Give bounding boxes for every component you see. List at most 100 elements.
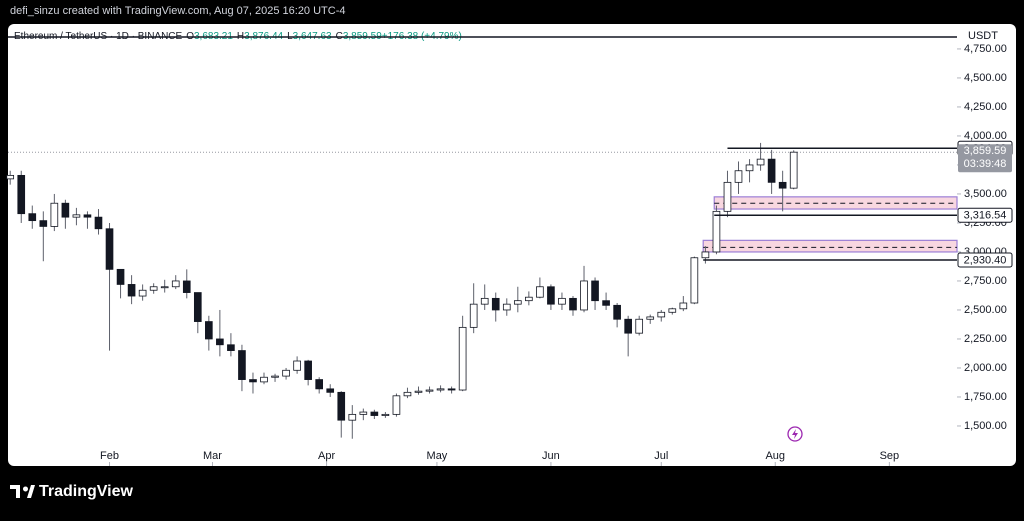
candle-body [403,391,412,397]
candle-body [624,318,632,334]
candle-body [61,202,70,218]
level-label: 2,930.40 [964,254,1007,266]
candle-body [513,300,522,305]
y-tick-label: 1,750.00 [964,391,1007,403]
last-price-label: 3,859.59 [964,145,1007,157]
y-tick-label: 2,250.00 [964,333,1007,345]
candle-body [679,302,688,310]
candle-body [282,369,290,377]
y-tick-label: 2,000.00 [964,362,1007,374]
candle-body [337,391,346,421]
axis-unit: USDT [968,30,998,42]
candle-body [767,158,776,183]
y-tick-label: 2,750.00 [964,275,1007,287]
candle-body [50,202,59,227]
candle-body [425,389,434,392]
legend-value: 3,647.63 [293,31,332,42]
x-tick-label: Jun [542,450,560,462]
countdown-label: 03:39:48 [964,158,1007,170]
x-tick-label: May [427,450,448,462]
candle-body [94,216,103,230]
candle-body [502,303,511,311]
legend-key: O [186,31,194,42]
candle-body [17,174,26,215]
candle-body [249,379,257,383]
y-tick-label: 4,250.00 [964,101,1007,113]
candle-body [348,413,357,421]
x-tick-label: Sep [880,450,900,462]
x-tick-label: Feb [100,450,119,462]
zone [702,239,958,253]
legend-key: L [287,31,293,42]
candle-body [789,151,798,189]
legend-bg [11,29,481,42]
candle-body [723,181,732,212]
level-label: 3,316.54 [964,210,1007,222]
candle-body [602,300,610,306]
candle-body [690,257,699,304]
y-tick-label: 4,500.00 [964,72,1007,84]
y-tick-label: 3,000.00 [964,246,1007,258]
legend-value: 3,859.59 [343,31,382,42]
candle-body [182,280,191,293]
candle-body [414,390,423,393]
candle-body [525,296,533,302]
y-tick-label: 2,500.00 [964,304,1007,316]
legend-value: 3,683.21 [194,31,233,42]
candle-body [315,379,324,390]
candle-body [127,284,136,297]
candle-body [271,375,279,378]
x-tick-label: Jul [654,450,668,462]
candle-body [28,213,37,222]
y-tick-label: 4,750.00 [964,43,1007,55]
candle-body [635,318,644,334]
candle-body [734,170,743,183]
candle-body [558,297,566,305]
candle-body [72,214,81,218]
candle-body [778,181,787,189]
footer-brand: TradingView [39,483,134,500]
legend-key: C [336,31,343,42]
alert-icon[interactable] [787,426,803,442]
candle-body [536,286,544,298]
candle-body [39,220,48,227]
candle-body [569,297,577,311]
legend-value: +176.38 (+4.79%) [382,31,462,42]
candle-body [547,286,555,305]
candle-body [138,289,147,297]
candle-body [238,350,246,380]
candle-body [359,411,368,415]
candle-body [458,326,467,391]
candle-body [657,311,666,318]
candle-body [469,303,478,328]
legend-value: 3,876.44 [244,31,283,42]
y-tick-label: 1,500.00 [964,420,1007,432]
legend-key: H [237,31,244,42]
logo [10,485,35,498]
candle-body [712,210,721,253]
candle-body [304,360,312,380]
candle-body [613,304,621,320]
legend: Ethereum / TetherUS · 1D · BINANCE O3,683… [14,31,462,42]
candle-body [193,292,202,322]
x-tick-label: Apr [318,450,335,462]
legend-title: Ethereum / TetherUS · 1D · BINANCE [14,31,183,42]
candle-body [160,286,169,289]
candle-body [370,411,379,416]
candle-body [646,316,655,320]
y-tick-label: 3,500.00 [964,188,1007,200]
candle-body [149,286,158,291]
candle-body [701,251,710,259]
candle-body [6,174,15,180]
candle-body [668,308,677,313]
x-tick-label: Aug [765,450,785,462]
candle-body [580,280,588,311]
candle-body [491,297,500,311]
candle-body [591,280,599,302]
last-price-box [958,144,1012,173]
chart-pane [8,24,1016,466]
candle-body [447,388,456,391]
x-tick-label: Mar [203,450,222,462]
candle-body [171,280,180,288]
